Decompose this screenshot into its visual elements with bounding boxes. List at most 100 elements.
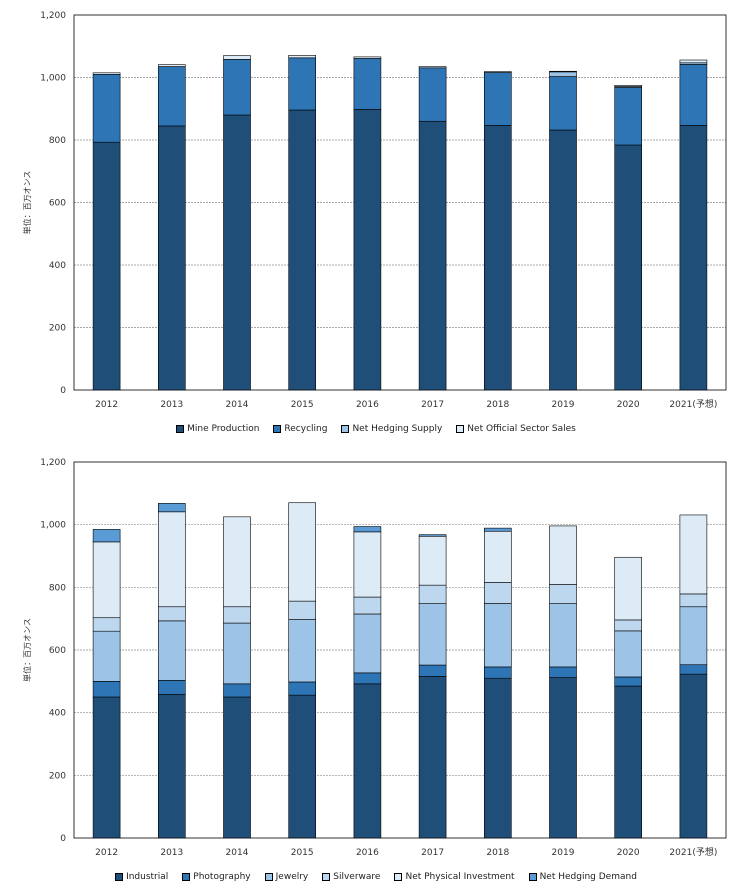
y-tick-label: 1,200 xyxy=(40,11,66,21)
bar-segment xyxy=(679,593,708,608)
bar-segment xyxy=(549,71,577,77)
bar-segment xyxy=(223,114,251,391)
bar-segment xyxy=(158,511,186,608)
legend-swatch xyxy=(264,873,273,881)
legend-swatch xyxy=(394,873,403,881)
legend-label: Recycling xyxy=(284,424,328,434)
bar-segment xyxy=(288,57,317,111)
bar-segment xyxy=(679,606,708,666)
bar-segment xyxy=(223,622,251,685)
bar-segment xyxy=(549,129,577,391)
supply-chart-svg: 0 200 400 600 800 1,000 1,200 単位：百万オンス 2012 2013 2… xyxy=(22,11,727,410)
bar-segment xyxy=(483,125,512,391)
legend-label: Photography xyxy=(193,872,251,882)
y-tick-label: 600 xyxy=(49,199,66,209)
legend-label: Net Hedging Demand xyxy=(539,872,637,882)
bar-segment xyxy=(679,664,708,675)
x-tick-label: 2015 xyxy=(291,848,314,858)
legend-label: Net Physical Investment xyxy=(405,872,515,882)
bar-segment xyxy=(549,525,577,585)
y-tick-label: 0 xyxy=(60,834,66,844)
legend-label: Jewelry xyxy=(275,872,309,882)
bar-segment xyxy=(614,676,643,687)
bar-segment xyxy=(549,70,577,73)
x-tick-label: 2014 xyxy=(226,848,249,858)
bar-segment xyxy=(483,677,512,839)
legend-label: Industrial xyxy=(126,872,169,882)
y-tick-label: 200 xyxy=(49,324,66,334)
demand-chart-svg: 0 200 400 600 800 1,000 1,200 単位：百万オンス 2012 2013 2… xyxy=(22,458,727,858)
bar-segment xyxy=(353,596,382,615)
bar-segment xyxy=(614,685,643,839)
bar-segment xyxy=(418,676,447,839)
legend-item: Net Hedging Supply xyxy=(341,424,442,435)
y-axis-label: 単位：百万オンス xyxy=(22,618,32,682)
bar-segment xyxy=(158,620,186,681)
legend-label: Net Hedging Supply xyxy=(352,424,443,434)
bar-segment xyxy=(158,694,186,839)
plot-frame xyxy=(73,461,727,839)
bar-segment xyxy=(92,617,121,632)
x-tick-label: 2013 xyxy=(160,400,183,410)
bar-segment xyxy=(483,582,512,604)
y-tick-label: 1,200 xyxy=(40,458,66,468)
bar-segment xyxy=(483,530,512,583)
x-tick-label: 2018 xyxy=(486,400,509,410)
bar-segment xyxy=(223,683,251,698)
demand-chart: 0 200 400 600 800 1,000 1,200 単位：百万オンス 2012 2013 2… xyxy=(0,448,752,888)
bar-segment xyxy=(158,680,186,695)
bar-segment xyxy=(418,535,447,586)
x-tick-label: 2020 xyxy=(617,848,640,858)
x-tick-label: 2021(予想) xyxy=(669,846,717,858)
y-tick-label: 1,000 xyxy=(40,521,66,531)
bar-segment xyxy=(223,516,251,608)
legend-swatch xyxy=(115,873,124,881)
bar-segment xyxy=(288,600,317,620)
bar-segment xyxy=(353,531,382,598)
legend-swatch xyxy=(182,873,191,881)
bar-segment xyxy=(223,696,251,839)
y-tick-label: 800 xyxy=(49,136,66,146)
x-tick-label: 2013 xyxy=(160,848,183,858)
legend-item: Photography xyxy=(182,872,251,883)
plot-frame xyxy=(73,14,727,391)
legend-label: Net Official Sector Sales xyxy=(467,424,576,434)
legend-item: Industrial xyxy=(115,872,168,883)
x-tick-label: 2015 xyxy=(291,400,314,410)
bar-segment xyxy=(679,673,708,839)
legend-label: Silverware xyxy=(333,872,381,882)
bar-segment xyxy=(288,55,317,59)
x-tick-label: 2021(予想) xyxy=(669,398,717,410)
y-tick-label: 1,000 xyxy=(40,74,66,84)
legend-item: Net Physical Investment xyxy=(394,872,515,883)
legend-item: Net Hedging Demand xyxy=(528,872,637,883)
bar-segment xyxy=(158,606,186,622)
y-tick-label: 0 xyxy=(60,386,66,396)
bar-segment xyxy=(679,514,708,595)
bar-segment xyxy=(614,85,643,87)
bar-segment xyxy=(679,125,708,391)
x-tick-label: 2017 xyxy=(421,848,444,858)
x-tick-label: 2017 xyxy=(421,400,444,410)
legend-swatch xyxy=(273,425,282,433)
bar-segment xyxy=(483,527,512,532)
x-tick-label: 2016 xyxy=(356,848,379,858)
bar-segment xyxy=(483,72,512,126)
bar-segment xyxy=(549,603,577,668)
bar-segment xyxy=(158,503,186,513)
bar-segment xyxy=(483,666,512,679)
bar-segment xyxy=(223,55,251,60)
bar-segment xyxy=(483,71,512,73)
bar-segment xyxy=(614,556,643,621)
supply-chart-legend: Mine Production Recycling Net Hedging Supp… xyxy=(0,424,752,435)
bar-segment xyxy=(614,87,643,146)
bar-segment xyxy=(353,613,382,674)
x-tick-label: 2018 xyxy=(486,848,509,858)
bar-segment xyxy=(353,58,382,110)
legend-label: Mine Production xyxy=(187,424,260,434)
bar-segment xyxy=(288,694,317,839)
bar-segment xyxy=(92,529,121,543)
bar-segment xyxy=(549,76,577,131)
legend-swatch xyxy=(322,873,331,881)
bar-segment xyxy=(92,681,121,698)
